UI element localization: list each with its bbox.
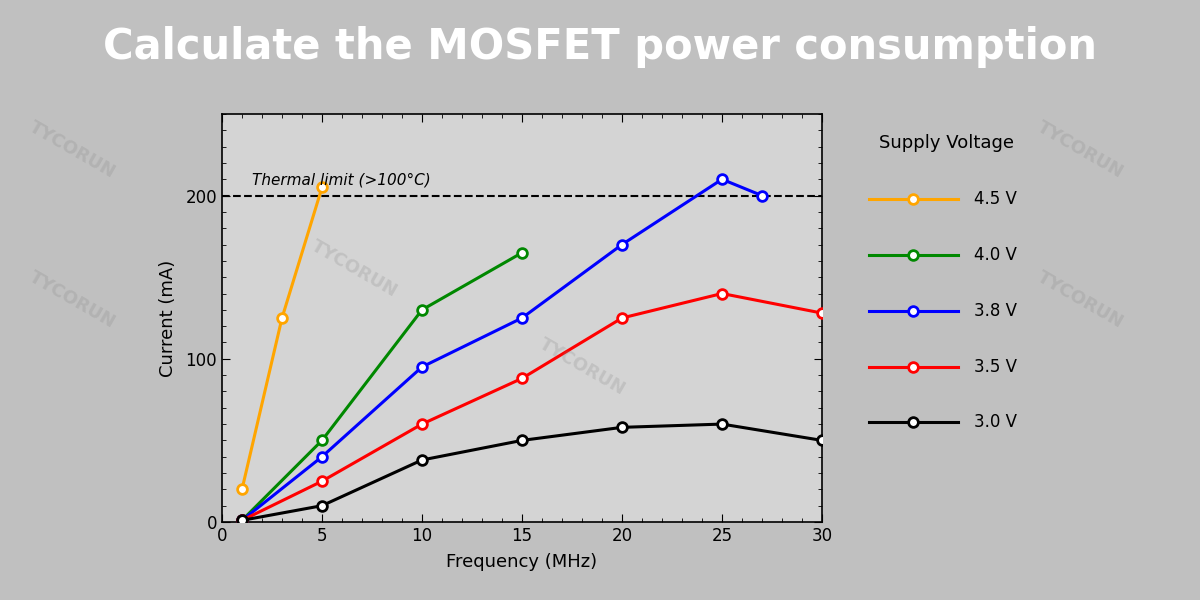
3.0 V <box>815 437 829 444</box>
Text: TYCORUN: TYCORUN <box>1033 118 1127 182</box>
Line: 3.0 V: 3.0 V <box>238 419 827 525</box>
Text: 3.0 V: 3.0 V <box>974 413 1018 431</box>
3.5 V <box>235 517 250 524</box>
Line: 3.8 V: 3.8 V <box>238 175 767 525</box>
3.8 V <box>515 314 529 322</box>
3.5 V <box>715 290 730 297</box>
4.0 V <box>415 306 430 313</box>
3.0 V <box>415 457 430 464</box>
3.8 V <box>314 453 329 460</box>
3.5 V <box>815 310 829 317</box>
3.0 V <box>235 517 250 524</box>
Text: TYCORUN: TYCORUN <box>307 237 401 301</box>
3.8 V <box>755 192 769 199</box>
Y-axis label: Current (mA): Current (mA) <box>160 259 178 377</box>
Text: TYCORUN: TYCORUN <box>25 268 119 332</box>
Text: 4.0 V: 4.0 V <box>974 246 1018 264</box>
Text: 3.5 V: 3.5 V <box>974 358 1018 376</box>
Text: 4.5 V: 4.5 V <box>974 190 1018 208</box>
3.5 V <box>415 421 430 428</box>
3.0 V <box>515 437 529 444</box>
Line: 3.5 V: 3.5 V <box>238 289 827 525</box>
Text: Thermal limit (>100°C): Thermal limit (>100°C) <box>252 172 431 187</box>
Text: 3.8 V: 3.8 V <box>974 302 1018 320</box>
4.0 V <box>235 517 250 524</box>
3.8 V <box>415 364 430 371</box>
Text: TYCORUN: TYCORUN <box>25 118 119 182</box>
4.5 V <box>275 314 289 322</box>
4.0 V <box>314 437 329 444</box>
4.5 V <box>235 486 250 493</box>
4.0 V <box>515 249 529 256</box>
3.0 V <box>715 421 730 428</box>
Text: Calculate the MOSFET power consumption: Calculate the MOSFET power consumption <box>103 25 1097 67</box>
3.5 V <box>515 375 529 382</box>
3.5 V <box>614 314 629 322</box>
3.0 V <box>614 424 629 431</box>
3.5 V <box>314 478 329 485</box>
Text: Supply Voltage: Supply Voltage <box>880 134 1014 152</box>
Text: TYCORUN: TYCORUN <box>535 335 629 399</box>
3.0 V <box>314 502 329 509</box>
Line: 4.5 V: 4.5 V <box>238 182 326 494</box>
Text: TYCORUN: TYCORUN <box>1033 268 1127 332</box>
3.8 V <box>715 176 730 183</box>
X-axis label: Frequency (MHz): Frequency (MHz) <box>446 553 598 571</box>
3.8 V <box>235 517 250 524</box>
Line: 4.0 V: 4.0 V <box>238 248 527 525</box>
4.5 V <box>314 184 329 191</box>
3.8 V <box>614 241 629 248</box>
